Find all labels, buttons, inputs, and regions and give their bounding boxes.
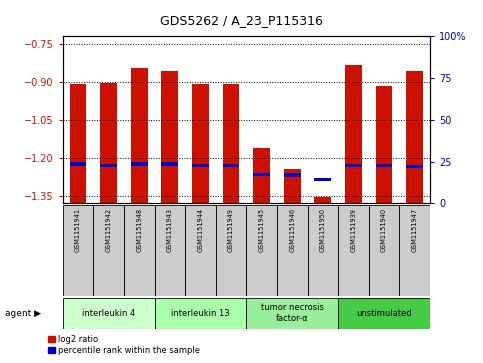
Bar [345,164,362,167]
Bar [216,205,246,296]
Bar [161,71,178,203]
Bar [70,162,86,166]
Bar [131,68,148,203]
Text: GSM1151943: GSM1151943 [167,208,173,252]
Bar [369,205,399,296]
Bar [155,205,185,296]
Bar [246,205,277,296]
Text: agent ▶: agent ▶ [5,309,41,318]
Bar [192,83,209,203]
Text: GSM1151940: GSM1151940 [381,208,387,252]
Text: GSM1151939: GSM1151939 [350,208,356,252]
Bar [100,164,117,167]
Bar [223,83,240,203]
Text: GSM1151945: GSM1151945 [258,208,265,252]
Bar [308,205,338,296]
Bar [406,71,423,203]
Bar [100,83,117,203]
Text: GSM1151947: GSM1151947 [412,208,418,252]
Bar [284,169,300,203]
Bar [376,86,392,203]
Bar [192,164,209,167]
Bar [124,205,155,296]
Bar [246,298,338,329]
Bar [253,148,270,203]
Text: GSM1151949: GSM1151949 [228,208,234,252]
Text: interleukin 4: interleukin 4 [82,309,135,318]
Bar [314,178,331,181]
Bar [338,298,430,329]
Text: tumor necrosis
factor-α: tumor necrosis factor-α [261,303,324,323]
Bar [131,162,148,166]
Bar [93,205,124,296]
Text: unstimulated: unstimulated [356,309,412,318]
Bar [155,298,246,329]
Bar [63,205,93,296]
Bar [277,205,308,296]
Bar [185,205,216,296]
Bar [314,197,331,203]
Bar [161,162,178,166]
Text: GSM1151942: GSM1151942 [106,208,112,252]
Bar [376,164,392,167]
Bar [253,172,270,176]
Bar [406,165,423,168]
Bar [63,298,155,329]
Bar [284,173,300,176]
Legend: log2 ratio, percentile rank within the sample: log2 ratio, percentile rank within the s… [48,335,200,355]
Text: GSM1151950: GSM1151950 [320,208,326,252]
Text: GSM1151944: GSM1151944 [198,208,203,252]
Text: GSM1151946: GSM1151946 [289,208,295,252]
Bar [399,205,430,296]
Text: GDS5262 / A_23_P115316: GDS5262 / A_23_P115316 [160,15,323,28]
Text: GSM1151948: GSM1151948 [136,208,142,252]
Bar [223,164,240,167]
Bar [345,65,362,203]
Text: GSM1151941: GSM1151941 [75,208,81,252]
Bar [338,205,369,296]
Text: interleukin 13: interleukin 13 [171,309,230,318]
Bar [70,84,86,203]
